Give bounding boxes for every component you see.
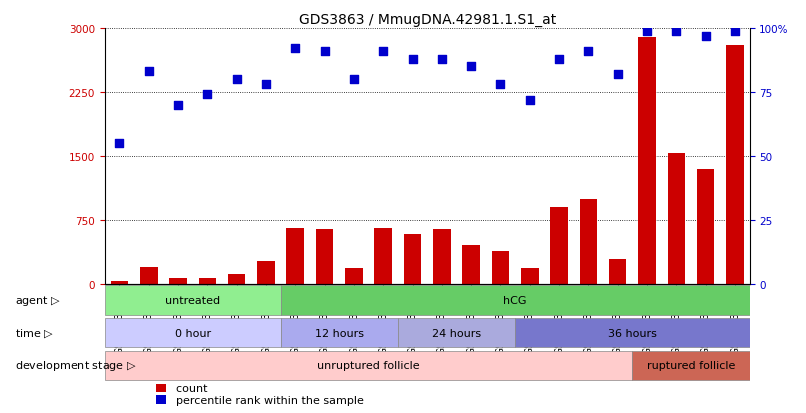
Text: 24 hours: 24 hours [432, 328, 481, 338]
Point [376, 49, 389, 55]
Point [318, 49, 331, 55]
Bar [110, 282, 128, 284]
Bar [515, 318, 750, 347]
Text: count: count [169, 383, 208, 393]
Point [699, 33, 712, 40]
Bar [345, 268, 363, 284]
Bar [286, 228, 304, 284]
Bar [633, 351, 750, 380]
Bar [105, 286, 280, 315]
Bar [105, 318, 280, 347]
Text: 36 hours: 36 hours [608, 328, 657, 338]
Text: 0 hour: 0 hour [175, 328, 211, 338]
Bar [169, 278, 187, 284]
Point [347, 77, 360, 83]
Title: GDS3863 / MmugDNA.42981.1.S1_at: GDS3863 / MmugDNA.42981.1.S1_at [298, 12, 556, 26]
Point [523, 97, 536, 104]
Text: development stage $\triangleright$: development stage $\triangleright$ [15, 358, 136, 372]
Bar [580, 199, 597, 284]
Point [435, 56, 448, 63]
Text: 12 hours: 12 hours [315, 328, 364, 338]
Point [172, 102, 185, 109]
Bar [638, 38, 656, 284]
Bar [697, 169, 714, 284]
Point [201, 92, 214, 99]
Point [641, 28, 654, 35]
Point [582, 49, 595, 55]
Bar [316, 230, 334, 284]
Point [494, 82, 507, 88]
Bar [228, 275, 246, 284]
Text: agent $\triangleright$: agent $\triangleright$ [15, 293, 60, 307]
Bar [726, 46, 744, 284]
Bar [280, 286, 750, 315]
Point [465, 64, 478, 71]
Bar [492, 252, 509, 284]
Bar [198, 278, 216, 284]
Point [289, 46, 301, 52]
Point [553, 56, 566, 63]
Point [113, 140, 126, 147]
Text: unruptured follicle: unruptured follicle [318, 360, 420, 370]
Bar [105, 351, 633, 380]
Bar [463, 245, 480, 284]
Point [729, 28, 742, 35]
Point [231, 77, 243, 83]
Bar [404, 235, 422, 284]
Bar [140, 267, 157, 284]
Bar [156, 396, 166, 404]
Point [406, 56, 419, 63]
Text: hCG: hCG [504, 295, 527, 305]
Bar [398, 318, 515, 347]
Bar [375, 228, 392, 284]
Point [260, 82, 272, 88]
Point [143, 69, 156, 76]
Point [670, 28, 683, 35]
Text: percentile rank within the sample: percentile rank within the sample [169, 395, 364, 405]
Point [611, 71, 624, 78]
Text: untreated: untreated [165, 295, 220, 305]
Bar [433, 230, 451, 284]
Text: time $\triangleright$: time $\triangleright$ [15, 327, 54, 339]
Text: ruptured follicle: ruptured follicle [646, 360, 735, 370]
Bar [521, 268, 538, 284]
Bar [280, 318, 398, 347]
Bar [156, 384, 166, 392]
Bar [667, 154, 685, 284]
Bar [609, 259, 626, 284]
Bar [257, 261, 275, 284]
Bar [550, 208, 568, 284]
